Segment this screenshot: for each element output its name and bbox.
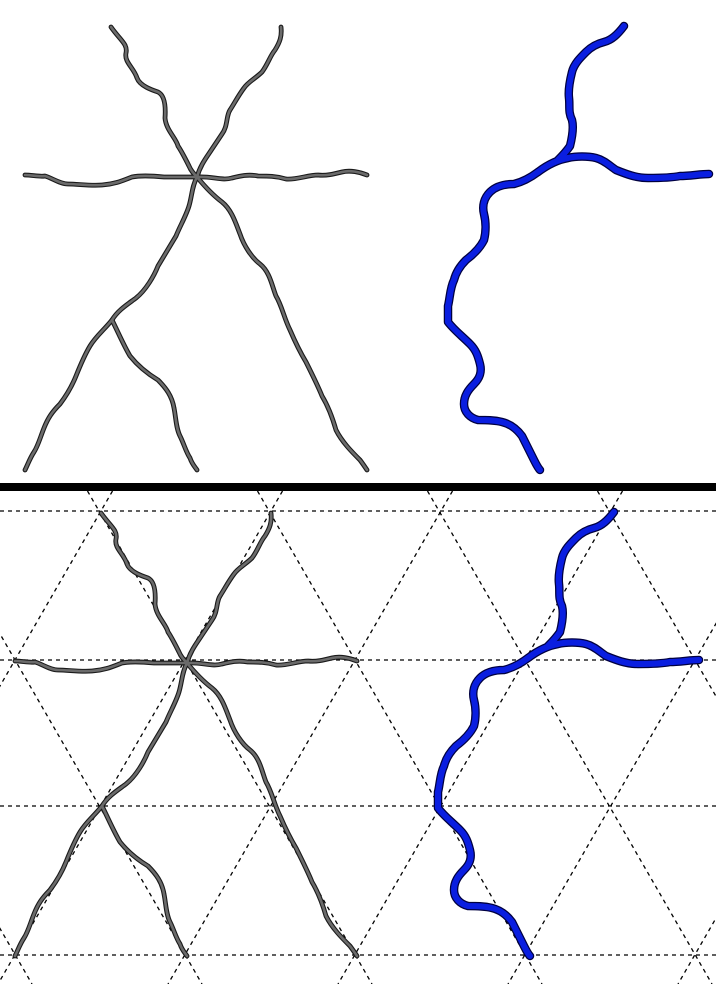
curve-branch [110,318,199,472]
curve-branch [185,511,273,665]
curve-branch [110,175,199,322]
curve-branch [100,661,189,808]
gray-star-figure-bottom [12,510,360,959]
curve-branch [185,655,359,667]
curve-branch [195,169,369,181]
curve-branch-outline [22,317,115,473]
curve-branch [435,655,533,959]
curve-branch-outline [12,803,105,959]
curve-branch [13,659,189,673]
triangular-grid [0,491,716,984]
grid-line-diagonal [596,491,716,698]
curve-branch-outline [443,167,545,475]
grid-line-diagonal [0,632,203,984]
curve-branch [13,804,104,958]
grid-line-diagonal [0,491,114,688]
curve-branch [555,23,627,163]
grid-line-diagonal [507,622,716,984]
top-panel [22,21,714,475]
grid-line-diagonal [677,916,716,984]
curve-branch [109,25,199,179]
grid-line-diagonal [256,491,543,984]
curve-branch-outline [194,174,370,473]
curve-branch [535,153,712,181]
curve-branch [99,511,189,665]
grid-line-diagonal [337,491,624,984]
curve-branch-outline [109,174,200,323]
curve-branch-outline [433,653,535,961]
grid-line-diagonal [0,491,284,982]
curve-branch [525,639,702,667]
curve-branch [195,25,283,179]
grid-line-diagonal [167,491,454,984]
gray-star-figure-top [22,24,370,473]
blue-branch-figure-bottom [433,507,704,961]
curve-branch [185,661,359,958]
curve-branch [23,318,114,472]
blue-branch-figure-top [443,21,714,475]
curve-branch-outline [99,660,190,809]
grid-line-diagonal [86,491,373,984]
bottom-panel [0,491,716,984]
grid-line-diagonal [0,927,33,984]
curve-branch [100,804,189,958]
curve-branch [445,169,543,473]
curve-branch [195,175,369,472]
grid-line-diagonal [426,491,713,984]
curve-branch [23,173,199,187]
curve-branch [545,509,617,649]
